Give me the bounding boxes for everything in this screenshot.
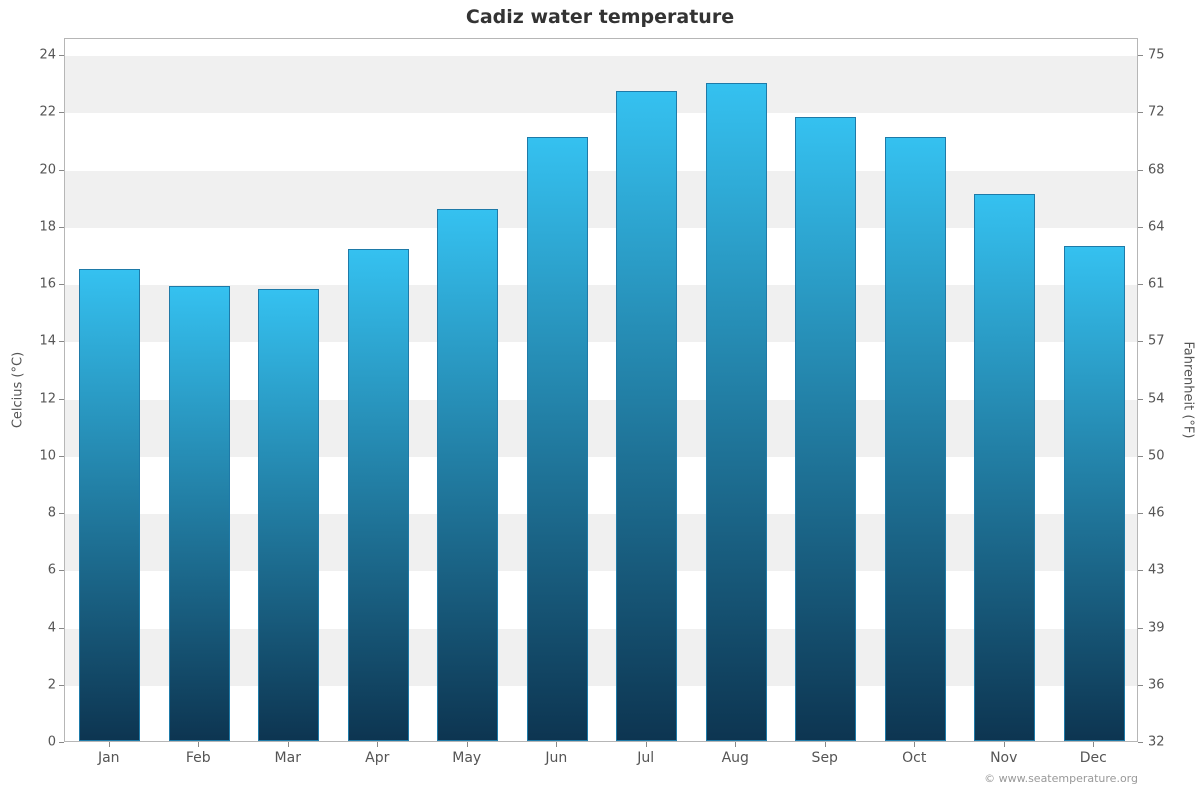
xtick-jun: Jun bbox=[545, 750, 567, 766]
tick-mark bbox=[1004, 742, 1005, 747]
bar-may bbox=[437, 209, 498, 741]
bar-mar bbox=[258, 289, 319, 741]
ytick-left: 16 bbox=[24, 277, 56, 292]
tick-mark bbox=[59, 628, 64, 629]
bar-oct bbox=[885, 137, 946, 741]
grid-band bbox=[65, 56, 1137, 113]
ytick-left: 8 bbox=[24, 506, 56, 521]
tick-mark bbox=[1138, 284, 1143, 285]
ytick-right: 64 bbox=[1148, 219, 1180, 234]
bar-jan bbox=[79, 269, 140, 741]
tick-mark bbox=[1138, 55, 1143, 56]
tick-mark bbox=[1138, 513, 1143, 514]
tick-mark bbox=[59, 112, 64, 113]
xtick-jul: Jul bbox=[637, 750, 654, 766]
tick-mark bbox=[288, 742, 289, 747]
tick-mark bbox=[1138, 685, 1143, 686]
tick-mark bbox=[59, 170, 64, 171]
tick-mark bbox=[59, 341, 64, 342]
tick-mark bbox=[59, 456, 64, 457]
bar-aug bbox=[706, 83, 767, 741]
ytick-left: 4 bbox=[24, 620, 56, 635]
bar-nov bbox=[974, 194, 1035, 741]
xtick-sep: Sep bbox=[812, 750, 838, 766]
ytick-right: 43 bbox=[1148, 563, 1180, 578]
y-axis-label-right: Fahrenheit (°F) bbox=[1181, 290, 1196, 490]
plot-area bbox=[64, 38, 1138, 742]
credit-text: © www.seatemperature.org bbox=[984, 772, 1138, 785]
ytick-right: 61 bbox=[1148, 277, 1180, 292]
tick-mark bbox=[59, 227, 64, 228]
tick-mark bbox=[59, 570, 64, 571]
ytick-left: 24 bbox=[24, 48, 56, 63]
ytick-right: 36 bbox=[1148, 677, 1180, 692]
tick-mark bbox=[467, 742, 468, 747]
tick-mark bbox=[1093, 742, 1094, 747]
ytick-left: 6 bbox=[24, 563, 56, 578]
tick-mark bbox=[59, 685, 64, 686]
xtick-nov: Nov bbox=[990, 750, 1017, 766]
tick-mark bbox=[1138, 399, 1143, 400]
ytick-right: 72 bbox=[1148, 105, 1180, 120]
tick-mark bbox=[59, 55, 64, 56]
bar-sep bbox=[795, 117, 856, 741]
tick-mark bbox=[556, 742, 557, 747]
bar-feb bbox=[169, 286, 230, 741]
tick-mark bbox=[59, 399, 64, 400]
xtick-feb: Feb bbox=[186, 750, 211, 766]
ytick-right: 32 bbox=[1148, 735, 1180, 750]
tick-mark bbox=[1138, 341, 1143, 342]
ytick-left: 0 bbox=[24, 735, 56, 750]
tick-mark bbox=[1138, 112, 1143, 113]
ytick-right: 46 bbox=[1148, 506, 1180, 521]
tick-mark bbox=[735, 742, 736, 747]
ytick-right: 57 bbox=[1148, 334, 1180, 349]
ytick-left: 14 bbox=[24, 334, 56, 349]
tick-mark bbox=[1138, 742, 1143, 743]
bar-jul bbox=[616, 91, 677, 741]
ytick-right: 39 bbox=[1148, 620, 1180, 635]
xtick-mar: Mar bbox=[275, 750, 301, 766]
tick-mark bbox=[198, 742, 199, 747]
tick-mark bbox=[914, 742, 915, 747]
ytick-right: 54 bbox=[1148, 391, 1180, 406]
bar-dec bbox=[1064, 246, 1125, 741]
ytick-left: 22 bbox=[24, 105, 56, 120]
bar-apr bbox=[348, 249, 409, 741]
chart-container: Cadiz water temperature Celcius (°C) Fah… bbox=[0, 0, 1200, 800]
xtick-apr: Apr bbox=[365, 750, 389, 766]
tick-mark bbox=[1138, 628, 1143, 629]
tick-mark bbox=[377, 742, 378, 747]
tick-mark bbox=[109, 742, 110, 747]
ytick-right: 50 bbox=[1148, 448, 1180, 463]
ytick-left: 20 bbox=[24, 162, 56, 177]
bar-jun bbox=[527, 137, 588, 741]
ytick-right: 75 bbox=[1148, 48, 1180, 63]
ytick-left: 12 bbox=[24, 391, 56, 406]
ytick-left: 18 bbox=[24, 219, 56, 234]
tick-mark bbox=[59, 742, 64, 743]
ytick-left: 10 bbox=[24, 448, 56, 463]
tick-mark bbox=[825, 742, 826, 747]
xtick-dec: Dec bbox=[1080, 750, 1107, 766]
tick-mark bbox=[59, 284, 64, 285]
tick-mark bbox=[1138, 170, 1143, 171]
tick-mark bbox=[59, 513, 64, 514]
chart-title: Cadiz water temperature bbox=[0, 6, 1200, 28]
xtick-oct: Oct bbox=[902, 750, 926, 766]
ytick-left: 2 bbox=[24, 677, 56, 692]
tick-mark bbox=[646, 742, 647, 747]
tick-mark bbox=[1138, 456, 1143, 457]
xtick-jan: Jan bbox=[98, 750, 120, 766]
xtick-may: May bbox=[452, 750, 481, 766]
tick-mark bbox=[1138, 570, 1143, 571]
ytick-right: 68 bbox=[1148, 162, 1180, 177]
tick-mark bbox=[1138, 227, 1143, 228]
grid-band bbox=[65, 113, 1137, 170]
xtick-aug: Aug bbox=[722, 750, 749, 766]
